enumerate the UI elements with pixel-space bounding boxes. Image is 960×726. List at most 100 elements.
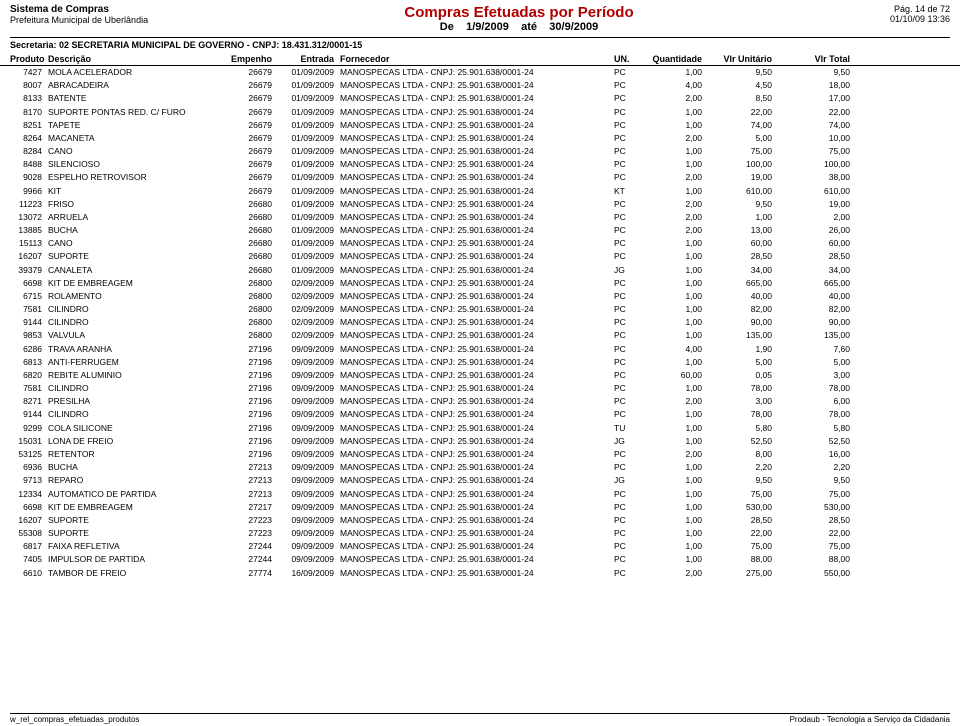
table-row: 9144CILINDRO2719609/09/2009MANOSPECAS LT… xyxy=(0,408,960,421)
cell-qtd: 1,00 xyxy=(644,158,702,171)
cell-empenho: 26679 xyxy=(228,106,272,119)
cell-fornecedor: MANOSPECAS LTDA - CNPJ: 25.901.638/0001-… xyxy=(334,356,614,369)
range-from: 1/9/2009 xyxy=(466,21,509,33)
cell-unit: 2,20 xyxy=(702,461,772,474)
cell-descricao: KIT DE EMBREAGEM xyxy=(48,277,228,290)
cell-un: PC xyxy=(614,356,644,369)
cell-entrada: 01/09/2009 xyxy=(272,132,334,145)
cell-empenho: 26680 xyxy=(228,237,272,250)
cell-entrada: 01/09/2009 xyxy=(272,106,334,119)
report-title: Compras Efetuadas por Período xyxy=(148,4,890,21)
cell-total: 40,00 xyxy=(772,290,850,303)
cell-fornecedor: MANOSPECAS LTDA - CNPJ: 25.901.638/0001-… xyxy=(334,158,614,171)
cell-empenho: 27217 xyxy=(228,501,272,514)
cell-fornecedor: MANOSPECAS LTDA - CNPJ: 25.901.638/0001-… xyxy=(334,408,614,421)
cell-descricao: BUCHA xyxy=(48,224,228,237)
cell-unit: 52,50 xyxy=(702,435,772,448)
cell-entrada: 01/09/2009 xyxy=(272,145,334,158)
cell-un: PC xyxy=(614,237,644,250)
cell-un: PC xyxy=(614,461,644,474)
cell-descricao: ANTI-FERRUGEM xyxy=(48,356,228,369)
cell-entrada: 01/09/2009 xyxy=(272,185,334,198)
cell-produto: 7427 xyxy=(10,66,48,79)
cell-produto: 39379 xyxy=(10,264,48,277)
cell-fornecedor: MANOSPECAS LTDA - CNPJ: 25.901.638/0001-… xyxy=(334,435,614,448)
table-row: 6813ANTI-FERRUGEM2719609/09/2009MANOSPEC… xyxy=(0,356,960,369)
cell-unit: 9,50 xyxy=(702,474,772,487)
cell-descricao: CANO xyxy=(48,237,228,250)
cell-unit: 4,50 xyxy=(702,79,772,92)
report-footer: w_rel_compras_efetuadas_produtos Prodaub… xyxy=(10,713,950,724)
cell-qtd: 1,00 xyxy=(644,474,702,487)
table-header: Produto Descrição Empenho Entrada Fornec… xyxy=(0,52,960,66)
table-row: 9028ESPELHO RETROVISOR2667901/09/2009MAN… xyxy=(0,171,960,184)
cell-unit: 75,00 xyxy=(702,488,772,501)
cell-qtd: 1,00 xyxy=(644,145,702,158)
cell-descricao: ROLAMENTO xyxy=(48,290,228,303)
cell-qtd: 2,00 xyxy=(644,171,702,184)
rows-container: 7427MOLA ACELERADOR2667901/09/2009MANOSP… xyxy=(0,66,960,580)
cell-un: TU xyxy=(614,422,644,435)
cell-unit: 78,00 xyxy=(702,382,772,395)
cell-total: 75,00 xyxy=(772,145,850,158)
cell-qtd: 2,00 xyxy=(644,132,702,145)
header-center: Compras Efetuadas por Período De 1/9/200… xyxy=(148,4,890,33)
cell-qtd: 1,00 xyxy=(644,250,702,263)
cell-fornecedor: MANOSPECAS LTDA - CNPJ: 25.901.638/0001-… xyxy=(334,567,614,580)
table-row: 9853VALVULA2680002/09/2009MANOSPECAS LTD… xyxy=(0,329,960,342)
cell-produto: 16207 xyxy=(10,514,48,527)
table-row: 12334AUTOMATICO DE PARTIDA2721309/09/200… xyxy=(0,488,960,501)
cell-fornecedor: MANOSPECAS LTDA - CNPJ: 25.901.638/0001-… xyxy=(334,106,614,119)
cell-qtd: 1,00 xyxy=(644,382,702,395)
cell-produto: 8271 xyxy=(10,395,48,408)
cell-fornecedor: MANOSPECAS LTDA - CNPJ: 25.901.638/0001-… xyxy=(334,527,614,540)
cell-produto: 7405 xyxy=(10,553,48,566)
cell-total: 610,00 xyxy=(772,185,850,198)
cell-entrada: 09/09/2009 xyxy=(272,501,334,514)
cell-entrada: 09/09/2009 xyxy=(272,514,334,527)
cell-un: PC xyxy=(614,343,644,356)
cell-qtd: 1,00 xyxy=(644,106,702,119)
table-row: 16207SUPORTE2668001/09/2009MANOSPECAS LT… xyxy=(0,250,960,263)
cell-unit: 74,00 xyxy=(702,119,772,132)
col-fornecedor: Fornecedor xyxy=(334,54,614,64)
cell-unit: 60,00 xyxy=(702,237,772,250)
cell-qtd: 2,00 xyxy=(644,198,702,211)
col-vlr-unit: Vlr Unitário xyxy=(702,54,772,64)
cell-unit: 275,00 xyxy=(702,567,772,580)
report-range: De 1/9/2009 até 30/9/2009 xyxy=(148,21,890,33)
cell-un: PC xyxy=(614,527,644,540)
footer-left: w_rel_compras_efetuadas_produtos xyxy=(10,715,139,724)
cell-un: PC xyxy=(614,290,644,303)
cell-un: PC xyxy=(614,448,644,461)
cell-unit: 665,00 xyxy=(702,277,772,290)
cell-qtd: 1,00 xyxy=(644,119,702,132)
cell-total: 28,50 xyxy=(772,514,850,527)
cell-un: PC xyxy=(614,316,644,329)
cell-empenho: 26680 xyxy=(228,250,272,263)
cell-produto: 8284 xyxy=(10,145,48,158)
cell-total: 135,00 xyxy=(772,329,850,342)
cell-fornecedor: MANOSPECAS LTDA - CNPJ: 25.901.638/0001-… xyxy=(334,66,614,79)
cell-descricao: ABRACADEIRA xyxy=(48,79,228,92)
cell-produto: 6610 xyxy=(10,567,48,580)
cell-unit: 3,00 xyxy=(702,395,772,408)
cell-qtd: 1,00 xyxy=(644,527,702,540)
cell-empenho: 26800 xyxy=(228,277,272,290)
cell-fornecedor: MANOSPECAS LTDA - CNPJ: 25.901.638/0001-… xyxy=(334,250,614,263)
cell-entrada: 01/09/2009 xyxy=(272,224,334,237)
cell-total: 5,00 xyxy=(772,356,850,369)
table-row: 7427MOLA ACELERADOR2667901/09/2009MANOSP… xyxy=(0,66,960,79)
cell-descricao: FRISO xyxy=(48,198,228,211)
cell-entrada: 09/09/2009 xyxy=(272,408,334,421)
cell-total: 88,00 xyxy=(772,553,850,566)
cell-total: 9,50 xyxy=(772,66,850,79)
cell-total: 90,00 xyxy=(772,316,850,329)
cell-total: 34,00 xyxy=(772,264,850,277)
cell-entrada: 09/09/2009 xyxy=(272,474,334,487)
cell-unit: 28,50 xyxy=(702,514,772,527)
cell-un: PC xyxy=(614,224,644,237)
cell-descricao: IMPULSOR DE PARTIDA xyxy=(48,553,228,566)
cell-unit: 75,00 xyxy=(702,145,772,158)
cell-produto: 8488 xyxy=(10,158,48,171)
